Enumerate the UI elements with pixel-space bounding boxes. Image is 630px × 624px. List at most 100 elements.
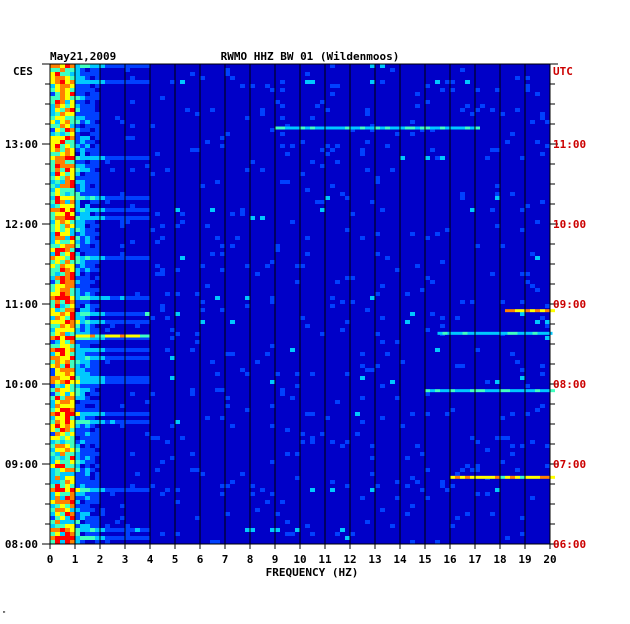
heatmap-cell	[100, 68, 105, 72]
heatmap-cell	[85, 136, 90, 140]
narrowband-line	[500, 389, 505, 393]
heatmap-cell	[60, 280, 65, 284]
heatmap-cell	[130, 536, 135, 540]
heatmap-cell	[80, 68, 85, 72]
heatmap-cell	[80, 112, 85, 116]
heatmap-cell	[145, 488, 150, 492]
heatmap-cell	[100, 80, 105, 84]
heatmap-cell	[115, 296, 120, 300]
heatmap-cell	[85, 176, 90, 180]
heatmap-cell	[90, 292, 95, 296]
heatmap-cell	[75, 168, 80, 172]
heatmap-cell	[110, 420, 115, 424]
heatmap-cell	[120, 196, 125, 200]
heatmap-cell	[90, 336, 95, 340]
heatmap-cell	[70, 344, 75, 348]
heatmap-cell	[55, 252, 60, 256]
heatmap-cell	[100, 168, 105, 172]
heatmap-cell	[170, 348, 175, 352]
y-tick-label-left: 08:00	[5, 538, 38, 551]
heatmap-cell	[65, 452, 70, 456]
heatmap-cell	[90, 444, 95, 448]
narrowband-line	[512, 331, 518, 335]
heatmap-cell	[125, 216, 130, 220]
heatmap-cell	[50, 464, 55, 468]
heatmap-cell	[85, 456, 90, 460]
heatmap-cell	[140, 380, 145, 384]
heatmap-cell	[55, 280, 60, 284]
heatmap-cell	[130, 488, 135, 492]
heatmap-cell	[60, 296, 65, 300]
heatmap-cell	[85, 304, 90, 308]
heatmap-cell	[375, 156, 380, 160]
heatmap-cell	[125, 156, 130, 160]
heatmap-cell	[340, 444, 345, 448]
heatmap-cell	[50, 484, 55, 488]
heatmap-cell	[90, 376, 95, 380]
heatmap-cell	[50, 216, 55, 220]
heatmap-cell	[100, 476, 105, 480]
heatmap-cell	[100, 312, 105, 316]
heatmap-cell	[370, 124, 375, 128]
heatmap-cell	[80, 412, 85, 416]
x-tick-label: 12	[343, 553, 356, 566]
heatmap-cell	[215, 180, 220, 184]
heatmap-cell	[55, 140, 60, 144]
heatmap-cell	[65, 164, 70, 168]
heatmap-cell	[95, 132, 100, 136]
heatmap-cell	[270, 312, 275, 316]
heatmap-cell	[70, 304, 75, 308]
heatmap-cell	[135, 336, 140, 340]
heatmap-cell	[165, 292, 170, 296]
heatmap-cell	[120, 412, 125, 416]
heatmap-cell	[470, 300, 475, 304]
heatmap-cell	[300, 156, 305, 160]
heatmap-cell	[355, 412, 360, 416]
narrowband-line	[540, 475, 545, 479]
heatmap-cell	[85, 268, 90, 272]
heatmap-cell	[65, 492, 70, 496]
frequency-gridlines	[74, 64, 526, 544]
heatmap-cell	[60, 376, 65, 380]
heatmap-cell	[240, 472, 245, 476]
heatmap-cell	[495, 148, 500, 152]
heatmap-cell	[540, 364, 545, 368]
heatmap-cell	[65, 172, 70, 176]
heatmap-cell	[500, 436, 505, 440]
heatmap-cell	[105, 312, 110, 316]
heatmap-cell	[55, 520, 60, 524]
heatmap-cell	[210, 208, 215, 212]
heatmap-cell	[75, 520, 80, 524]
heatmap-cell	[70, 244, 75, 248]
heatmap-cell	[225, 72, 230, 76]
heatmap-cell	[75, 148, 80, 152]
x-tick-label: 4	[147, 553, 154, 566]
heatmap-cell	[85, 284, 90, 288]
narrowband-line	[535, 475, 540, 479]
heatmap-cell	[90, 88, 95, 92]
heatmap-cell	[80, 156, 85, 160]
heatmap-cell	[440, 484, 445, 488]
x-tick-label: 9	[272, 553, 279, 566]
heatmap-cell	[75, 328, 80, 332]
heatmap-cell	[270, 404, 275, 408]
heatmap-cell	[90, 224, 95, 228]
x-tick-label: 16	[443, 553, 457, 566]
heatmap-cell	[310, 412, 315, 416]
heatmap-cell	[95, 328, 100, 332]
heatmap-cell	[135, 324, 140, 328]
heatmap-cell	[180, 256, 185, 260]
heatmap-cell	[250, 528, 255, 532]
heatmap-cell	[85, 208, 90, 212]
heatmap-cell	[305, 324, 310, 328]
heatmap-cell	[70, 420, 75, 424]
heatmap-cell	[60, 504, 65, 508]
heatmap-cell	[50, 128, 55, 132]
heatmap-cell	[545, 144, 550, 148]
heatmap-cell	[65, 108, 70, 112]
heatmap-cell	[55, 388, 60, 392]
heatmap-cell	[85, 276, 90, 280]
heatmap-cell	[95, 492, 100, 496]
heatmap-cell	[195, 468, 200, 472]
